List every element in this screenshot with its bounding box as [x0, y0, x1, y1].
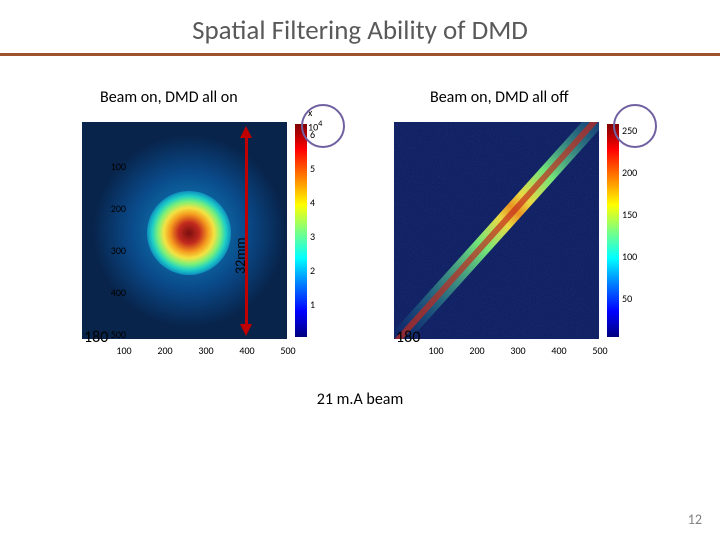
left-heatmap	[82, 122, 287, 339]
right-ytick: 100	[98, 160, 126, 173]
title-rule	[0, 53, 720, 56]
plots-container: 100 200 300 400 500	[52, 122, 692, 382]
right-cbar-tick: 150	[622, 208, 637, 221]
right-colorbar	[607, 124, 619, 337]
left-cbar-tick: 2	[310, 264, 315, 277]
right-ytick: 200	[98, 202, 126, 215]
title-block: Spatial Filtering Ability of DMD	[0, 0, 720, 47]
size-arrow	[240, 126, 254, 336]
left-cbar-tick: 4	[310, 196, 315, 209]
left-highlight-circle	[301, 104, 345, 148]
right-cbar-tick: 100	[622, 250, 637, 263]
right-plot-label: Beam on, DMD all off	[430, 88, 569, 107]
right-ytick: 500	[98, 328, 126, 341]
left-plot-label: Beam on, DMD all on	[100, 88, 238, 107]
right-xtick: 200	[463, 344, 491, 357]
left-cbar-tick: 3	[310, 230, 315, 243]
left-xtick: 300	[192, 344, 220, 357]
right-heatmap	[394, 122, 599, 339]
page-number: 12	[688, 511, 702, 528]
right-xtick: 100	[422, 344, 450, 357]
right-cbar-tick: 200	[622, 166, 637, 179]
right-hlabel: 180	[396, 328, 420, 347]
right-ytick: 400	[98, 286, 126, 299]
right-xtick: 300	[504, 344, 532, 357]
left-cbar-tick: 5	[310, 162, 315, 175]
right-ytick: 300	[98, 244, 126, 257]
caption: 21 m.A beam	[0, 390, 720, 409]
left-xtick: 400	[233, 344, 261, 357]
page-title: Spatial Filtering Ability of DMD	[0, 14, 720, 47]
right-xtick: 400	[545, 344, 573, 357]
right-cbar-tick: 50	[622, 292, 632, 305]
right-xtick: 500	[586, 344, 614, 357]
left-colorbar	[295, 124, 307, 337]
arrow-label: 32mm	[232, 237, 249, 274]
left-xtick: 200	[151, 344, 179, 357]
left-xtick: 100	[110, 344, 138, 357]
left-cbar-tick: 1	[310, 298, 315, 311]
left-xtick: 500	[274, 344, 302, 357]
right-highlight-circle	[613, 104, 657, 148]
